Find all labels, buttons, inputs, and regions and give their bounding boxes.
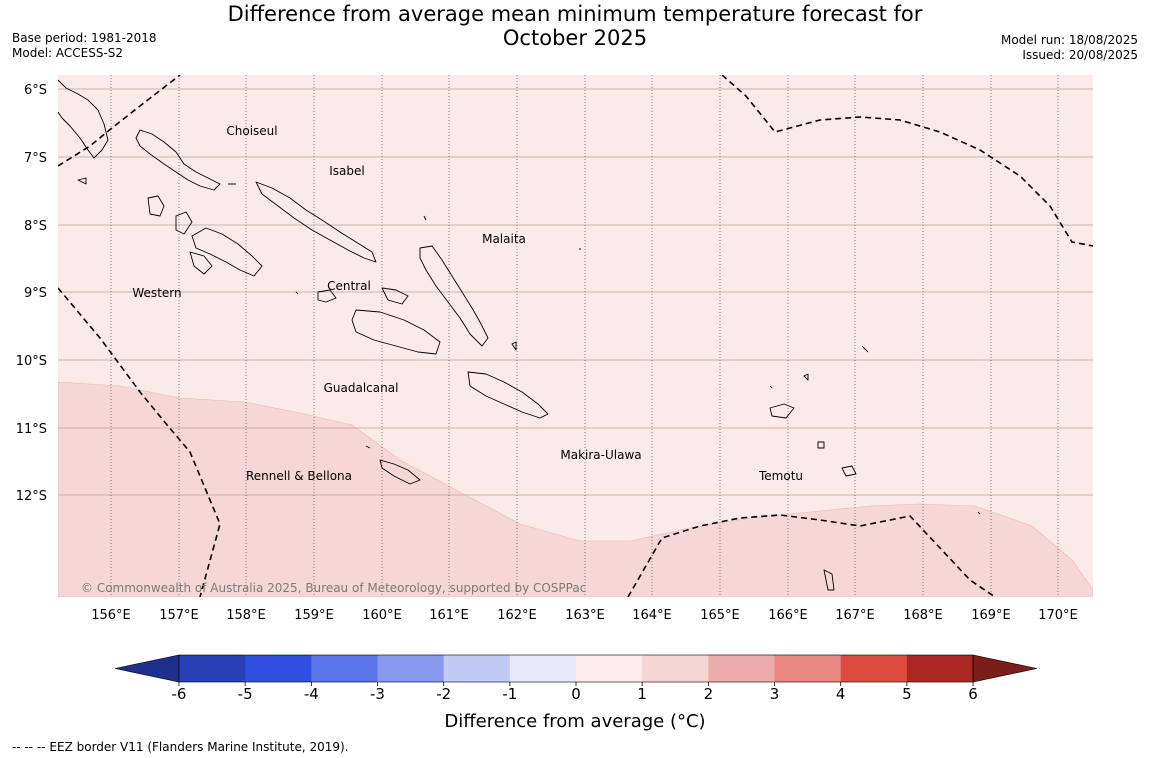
colorbar-tick-label: -6 (172, 685, 187, 703)
eez-borders (58, 75, 1093, 597)
colorbar-tick-label: 3 (770, 685, 780, 703)
temotu-islands (769, 345, 869, 477)
lon-tick-labels: 156°E 157°E 158°E 159°E 160°E 161°E 162°… (91, 608, 1078, 623)
lon-tick: 161°E (429, 608, 469, 623)
colorbar-segment (840, 655, 908, 682)
colorbar-tick-label: 2 (704, 685, 714, 703)
colorbar-tick-label: -4 (304, 685, 319, 703)
lon-tick: 167°E (835, 608, 875, 623)
label-temotu: Temotu (758, 469, 803, 483)
colorbar-segment (509, 655, 577, 682)
label-central: Central (327, 279, 371, 293)
eez-footnote: -- -- -- EEZ border V11 (Flanders Marine… (12, 740, 349, 754)
lat-tick: 6°S (24, 83, 47, 98)
isabel-island (255, 181, 377, 263)
colorbar-tick-label: -5 (238, 685, 253, 703)
lon-tick: 157°E (159, 608, 199, 623)
bougainville-island (58, 79, 109, 159)
copyright-text: © Commonwealth of Australia 2025, Bureau… (81, 581, 586, 595)
lon-tick: 156°E (91, 608, 131, 623)
lat-tick: 10°S (16, 354, 47, 369)
colorbar-segment (245, 655, 312, 682)
label-choiseul: Choiseul (226, 124, 277, 138)
colorbar-extend-high (972, 654, 1038, 683)
colorbar-tick-label: 1 (637, 685, 647, 703)
lat-gridlines (58, 88, 1093, 496)
colorbar-tick-label: 5 (902, 685, 912, 703)
colorbar-segment (906, 655, 974, 682)
colorbar-segment (708, 655, 776, 682)
lat-tick: 12°S (16, 489, 47, 504)
base-period: Base period: 1981-2018 (12, 31, 157, 45)
colorbar-segment (377, 655, 445, 682)
colorbar-tick-label: -3 (370, 685, 385, 703)
issued-date: Issued: 20/08/2025 (1022, 48, 1138, 62)
lat-tick: 7°S (24, 151, 47, 166)
lon-tick: 158°E (226, 608, 266, 623)
colorbar-ticks: -6 -5 -4 -3 -2 -1 0 1 2 3 4 5 6 (172, 682, 978, 703)
region-labels: Choiseul Isabel Malaita Western Central … (132, 124, 803, 483)
label-rennell: Rennell & Bellona (246, 469, 352, 483)
label-isabel: Isabel (329, 164, 364, 178)
colorbar-segment (774, 655, 842, 682)
lon-tick: 166°E (768, 608, 808, 623)
colorbar-segment (179, 655, 246, 682)
lat-tick: 11°S (16, 422, 47, 437)
colorbar-tick-label: 6 (968, 685, 978, 703)
title-line-1: Difference from average mean minimum tem… (227, 2, 923, 26)
colorbar-segment (443, 655, 511, 682)
band-1-2 (58, 381, 1093, 597)
lat-tick-labels: 6°S 7°S 8°S 9°S 10°S 11°S 12°S (16, 83, 47, 504)
lon-tick: 159°E (294, 608, 334, 623)
meta-left: Base period: 1981-2018 Model: ACCESS-S2 (12, 31, 157, 61)
lon-tick: 165°E (700, 608, 740, 623)
choiseul-island (135, 129, 221, 191)
label-guadalcanal: Guadalcanal (324, 381, 399, 395)
colorbar (114, 654, 1038, 683)
lon-tick: 170°E (1038, 608, 1078, 623)
lon-tick: 162°E (497, 608, 537, 623)
rennell-island (379, 459, 421, 485)
colorbar-segment (642, 655, 709, 682)
lon-gridlines (110, 75, 1059, 597)
model-name: Model: ACCESS-S2 (12, 46, 124, 60)
colorbar-tick-label: -1 (502, 685, 517, 703)
model-run: Model run: 18/08/2025 (1000, 33, 1138, 47)
lon-tick: 160°E (362, 608, 402, 623)
label-malaita: Malaita (482, 232, 526, 246)
lon-tick: 169°E (971, 608, 1011, 623)
colorbar-segment (576, 655, 643, 682)
lon-tick: 168°E (903, 608, 943, 623)
colorbar-segment (311, 655, 379, 682)
label-makira: Makira-Ulawa (560, 448, 641, 462)
title-line-2: October 2025 (502, 26, 648, 50)
islands (58, 79, 981, 591)
guadalcanal-island (351, 309, 441, 355)
colorbar-extend-low (114, 654, 180, 683)
colorbar-tick-label: 4 (836, 685, 846, 703)
malaita-island (419, 245, 489, 347)
label-western: Western (132, 286, 181, 300)
meta-right: Model run: 18/08/2025 Issued: 20/08/2025 (1001, 33, 1138, 63)
lon-tick: 164°E (632, 608, 672, 623)
makira-island (467, 371, 549, 419)
western-islands (147, 195, 263, 277)
colorbar-tick-label: 0 (571, 685, 581, 703)
colorbar-tick-label: -2 (436, 685, 451, 703)
colorbar-title: Difference from average (°C) (444, 711, 705, 732)
chart-title: Difference from average mean minimum tem… (0, 2, 1150, 50)
lon-tick: 163°E (565, 608, 605, 623)
small-islets (77, 177, 981, 591)
central-islands (317, 287, 409, 305)
lat-tick: 9°S (24, 286, 47, 301)
lat-tick: 8°S (24, 219, 47, 234)
